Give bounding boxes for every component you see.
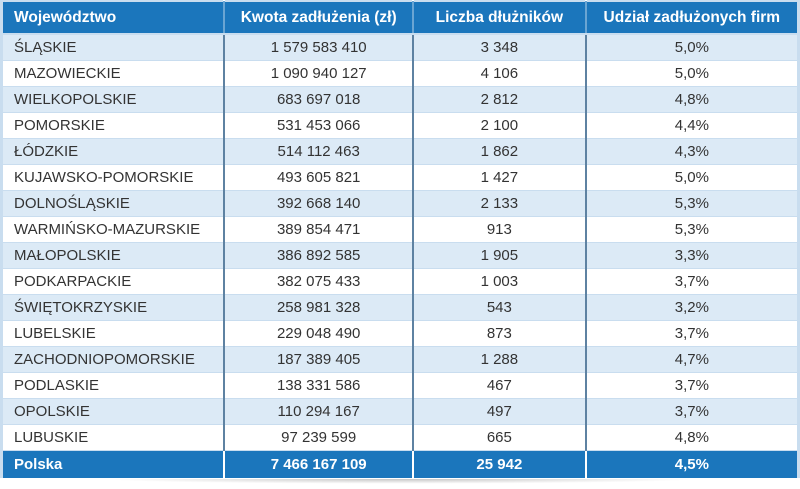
row-debtors-cell: 2 133 <box>413 190 587 217</box>
row-share-cell: 5,0% <box>585 34 799 61</box>
row-debtors-cell: 543 <box>413 294 587 321</box>
row-amount-cell: 138 331 586 <box>224 372 415 399</box>
row-debtors-cell: 1 427 <box>413 164 587 191</box>
row-name-cell: WIELKOPOLSKIE <box>1 86 226 113</box>
row-name-cell: LUBUSKIE <box>1 424 226 451</box>
row-name-cell: PODKARPACKIE <box>1 268 226 295</box>
table-row: OPOLSKIE 110 294 167 497 3,7% <box>1 398 799 425</box>
row-amount-cell: 187 389 405 <box>224 346 415 373</box>
row-share-cell: 4,8% <box>585 86 799 113</box>
row-debtors-cell: 2 812 <box>413 86 587 113</box>
table-row: ŁÓDZKIE 514 112 463 1 862 4,3% <box>1 138 799 165</box>
table-row: WIELKOPOLSKIE 683 697 018 2 812 4,8% <box>1 86 799 113</box>
row-amount-cell: 258 981 328 <box>224 294 415 321</box>
row-amount-cell: 683 697 018 <box>224 86 415 113</box>
debt-table: Województwo Kwota zadłużenia (zł) Liczba… <box>0 0 800 478</box>
row-amount-cell: 7 466 167 109 <box>224 450 415 478</box>
table-row: PODLASKIE 138 331 586 467 3,7% <box>1 372 799 399</box>
row-share-cell: 4,8% <box>585 424 799 451</box>
table-body: ŚLĄSKIE 1 579 583 410 3 348 5,0% MAZOWIECKIE… <box>1 34 799 478</box>
table-row: POMORSKIE 531 453 066 2 100 4,4% <box>1 112 799 139</box>
row-share-cell: 5,3% <box>585 190 799 217</box>
row-amount-cell: 229 048 490 <box>224 320 415 347</box>
row-name-cell: MAŁOPOLSKIE <box>1 242 226 269</box>
row-share-cell: 3,3% <box>585 242 799 269</box>
row-debtors-cell: 873 <box>413 320 587 347</box>
table-row: ŚLĄSKIE 1 579 583 410 3 348 5,0% <box>1 34 799 61</box>
row-share-cell: 3,2% <box>585 294 799 321</box>
row-amount-cell: 1 579 583 410 <box>224 34 415 61</box>
row-amount-cell: 382 075 433 <box>224 268 415 295</box>
table-row: MAŁOPOLSKIE 386 892 585 1 905 3,3% <box>1 242 799 269</box>
table-row: LUBELSKIE 229 048 490 873 3,7% <box>1 320 799 347</box>
column-header-wojewodztwo: Województwo <box>1 1 226 35</box>
column-header-liczba-dluznikow: Liczba dłużników <box>413 1 587 35</box>
row-debtors-cell: 1 288 <box>413 346 587 373</box>
row-share-cell: 4,5% <box>585 450 799 478</box>
row-name-cell: KUJAWSKO-POMORSKIE <box>1 164 226 191</box>
row-amount-cell: 392 668 140 <box>224 190 415 217</box>
row-name-cell: ZACHODNIOPOMORSKIE <box>1 346 226 373</box>
row-name-cell: Polska <box>1 450 226 478</box>
row-share-cell: 5,3% <box>585 216 799 243</box>
row-name-cell: DOLNOŚLĄSKIE <box>1 190 226 217</box>
row-amount-cell: 389 854 471 <box>224 216 415 243</box>
table-row: LUBUSKIE 97 239 599 665 4,8% <box>1 424 799 451</box>
row-debtors-cell: 1 003 <box>413 268 587 295</box>
row-debtors-cell: 2 100 <box>413 112 587 139</box>
row-debtors-cell: 467 <box>413 372 587 399</box>
row-name-cell: ŚLĄSKIE <box>1 34 226 61</box>
row-amount-cell: 493 605 821 <box>224 164 415 191</box>
table-drop-shadow <box>8 479 792 486</box>
row-amount-cell: 386 892 585 <box>224 242 415 269</box>
row-name-cell: MAZOWIECKIE <box>1 60 226 87</box>
row-amount-cell: 110 294 167 <box>224 398 415 425</box>
row-name-cell: WARMIŃSKO-MAZURSKIE <box>1 216 226 243</box>
row-share-cell: 4,7% <box>585 346 799 373</box>
row-name-cell: ŁÓDZKIE <box>1 138 226 165</box>
row-name-cell: ŚWIĘTOKRZYSKIE <box>1 294 226 321</box>
row-name-cell: PODLASKIE <box>1 372 226 399</box>
column-header-kwota-zadluzenia: Kwota zadłużenia (zł) <box>224 1 415 35</box>
table-row: KUJAWSKO-POMORSKIE 493 605 821 1 427 5,0% <box>1 164 799 191</box>
row-share-cell: 4,3% <box>585 138 799 165</box>
row-name-cell: LUBELSKIE <box>1 320 226 347</box>
row-debtors-cell: 665 <box>413 424 587 451</box>
table-row: ŚWIĘTOKRZYSKIE 258 981 328 543 3,2% <box>1 294 799 321</box>
row-debtors-cell: 1 905 <box>413 242 587 269</box>
row-name-cell: POMORSKIE <box>1 112 226 139</box>
row-amount-cell: 514 112 463 <box>224 138 415 165</box>
column-header-udzial-zadluzonych-firm: Udział zadłużonych firm <box>585 1 799 35</box>
row-amount-cell: 97 239 599 <box>224 424 415 451</box>
header-row: Województwo Kwota zadłużenia (zł) Liczba… <box>1 1 799 35</box>
row-name-cell: OPOLSKIE <box>1 398 226 425</box>
row-share-cell: 3,7% <box>585 268 799 295</box>
row-share-cell: 4,4% <box>585 112 799 139</box>
table-row: WARMIŃSKO-MAZURSKIE 389 854 471 913 5,3% <box>1 216 799 243</box>
table-row: MAZOWIECKIE 1 090 940 127 4 106 5,0% <box>1 60 799 87</box>
row-amount-cell: 1 090 940 127 <box>224 60 415 87</box>
table-row: ZACHODNIOPOMORSKIE 187 389 405 1 288 4,7% <box>1 346 799 373</box>
row-share-cell: 3,7% <box>585 398 799 425</box>
row-debtors-cell: 1 862 <box>413 138 587 165</box>
row-share-cell: 5,0% <box>585 60 799 87</box>
table-row: DOLNOŚLĄSKIE 392 668 140 2 133 5,3% <box>1 190 799 217</box>
row-amount-cell: 531 453 066 <box>224 112 415 139</box>
row-debtors-cell: 4 106 <box>413 60 587 87</box>
total-row: Polska 7 466 167 109 25 942 4,5% <box>1 450 799 478</box>
row-debtors-cell: 3 348 <box>413 34 587 61</box>
row-debtors-cell: 913 <box>413 216 587 243</box>
row-share-cell: 3,7% <box>585 320 799 347</box>
row-share-cell: 5,0% <box>585 164 799 191</box>
row-debtors-cell: 497 <box>413 398 587 425</box>
table-row: PODKARPACKIE 382 075 433 1 003 3,7% <box>1 268 799 295</box>
row-share-cell: 3,7% <box>585 372 799 399</box>
row-debtors-cell: 25 942 <box>413 450 587 478</box>
